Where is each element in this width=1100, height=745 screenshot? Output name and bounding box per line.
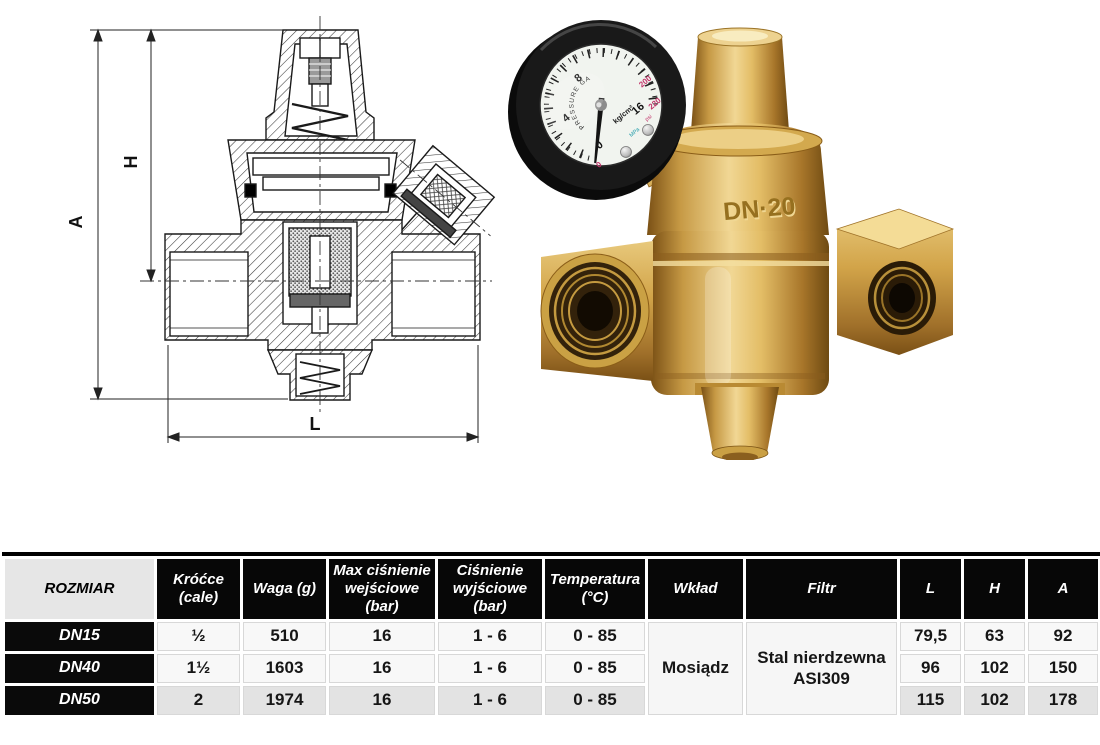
size-cell: DN50 xyxy=(5,686,154,715)
gauge-stop-screw-1 xyxy=(620,146,632,158)
waga-cell: 510 xyxy=(243,622,326,651)
adjuster-stem xyxy=(691,37,789,131)
temperatura-cell: 0 - 85 xyxy=(545,654,645,683)
header-temperatura: Temperatura (°C) xyxy=(545,559,645,619)
header-waga: Waga (g) xyxy=(243,559,326,619)
header-max-cisnienie: Max ciśnienie wejściowe (bar) xyxy=(329,559,435,619)
l-cell: 79,5 xyxy=(900,622,961,651)
l-cell: 115 xyxy=(900,686,961,715)
max-cisnienie-cell: 16 xyxy=(329,654,435,683)
header-l: L xyxy=(900,559,961,619)
dimension-label-l: L xyxy=(310,414,321,434)
a-cell: 92 xyxy=(1028,622,1098,651)
header-h: H xyxy=(964,559,1025,619)
dimension-label-h: H xyxy=(121,156,141,169)
krocce-cell: 1½ xyxy=(157,654,240,683)
size-cell: DN15 xyxy=(5,622,154,651)
temperatura-cell: 0 - 85 xyxy=(545,686,645,715)
gauge-needle xyxy=(594,97,605,164)
header-wklad: Wkład xyxy=(648,559,743,619)
header-krocce: Króćce (cale) xyxy=(157,559,240,619)
spec-header-row: ROZMIAR Króćce (cale) Waga (g) Max ciśni… xyxy=(5,559,1098,619)
valve-photo-body: DN·20 DN·20 xyxy=(540,27,955,460)
dimension-label-a: A xyxy=(66,216,86,229)
waga-cell: 1603 xyxy=(243,654,326,683)
spec-row-dn40: DN40 1½ 1603 16 1 - 6 0 - 85 96 102 150 xyxy=(5,654,1098,683)
wklad-merged-cell: Mosiądz xyxy=(648,622,743,715)
filtr-merged-cell: Stal nierdzewna ASI309 xyxy=(746,622,897,715)
spec-row-dn15: DN15 ½ 510 16 1 - 6 0 - 85 Mosiądz Stal … xyxy=(5,622,1098,715)
header-filtr: Filtr xyxy=(746,559,897,619)
dimension-lines xyxy=(90,28,480,443)
max-cisnienie-cell: 16 xyxy=(329,686,435,715)
valve-section-body xyxy=(164,29,496,401)
valve-main-body xyxy=(651,231,829,395)
h-cell: 102 xyxy=(964,654,1025,683)
valve-product-photo: DN·20 DN·20 xyxy=(508,20,955,460)
cisnienie-wyj-cell: 1 - 6 xyxy=(438,654,542,683)
cisnienie-wyj-cell: 1 - 6 xyxy=(438,686,542,715)
waga-cell: 1974 xyxy=(243,686,326,715)
gauge-psi-0: 0 xyxy=(594,160,604,170)
h-cell: 102 xyxy=(964,686,1025,715)
gauge-stop-screw-2 xyxy=(642,124,654,136)
header-rozmiar: ROZMIAR xyxy=(5,559,154,619)
spec-table: ROZMIAR Króćce (cale) Waga (g) Max ciśni… xyxy=(2,552,1100,718)
spec-row-dn50: DN50 2 1974 16 1 - 6 0 - 85 115 102 178 xyxy=(5,686,1098,715)
header-cisnienie-wyjsciowe: Ciśnienie wyjściowe (bar) xyxy=(438,559,542,619)
temperatura-cell: 0 - 85 xyxy=(545,622,645,651)
krocce-cell: ½ xyxy=(157,622,240,651)
body-marking: DN·20 xyxy=(722,192,796,226)
krocce-cell: 2 xyxy=(157,686,240,715)
pressure-gauge: 0 4 8 16 0 200 220 PRESSURE GAUGE kg/cm²… xyxy=(508,20,686,200)
h-cell: 63 xyxy=(964,622,1025,651)
a-cell: 178 xyxy=(1028,686,1098,715)
bottom-plug xyxy=(701,387,779,453)
valve-cross-section-diagram: A H L xyxy=(66,16,496,443)
a-cell: 150 xyxy=(1028,654,1098,683)
max-cisnienie-cell: 16 xyxy=(329,622,435,651)
gauge-unit-psi: psi xyxy=(644,114,653,123)
l-cell: 96 xyxy=(900,654,961,683)
cisnienie-wyj-cell: 1 - 6 xyxy=(438,622,542,651)
header-a: A xyxy=(1028,559,1098,619)
body-marking-shadow: DN·20 xyxy=(723,194,797,228)
size-cell: DN40 xyxy=(5,654,154,683)
centerlines xyxy=(140,16,492,412)
